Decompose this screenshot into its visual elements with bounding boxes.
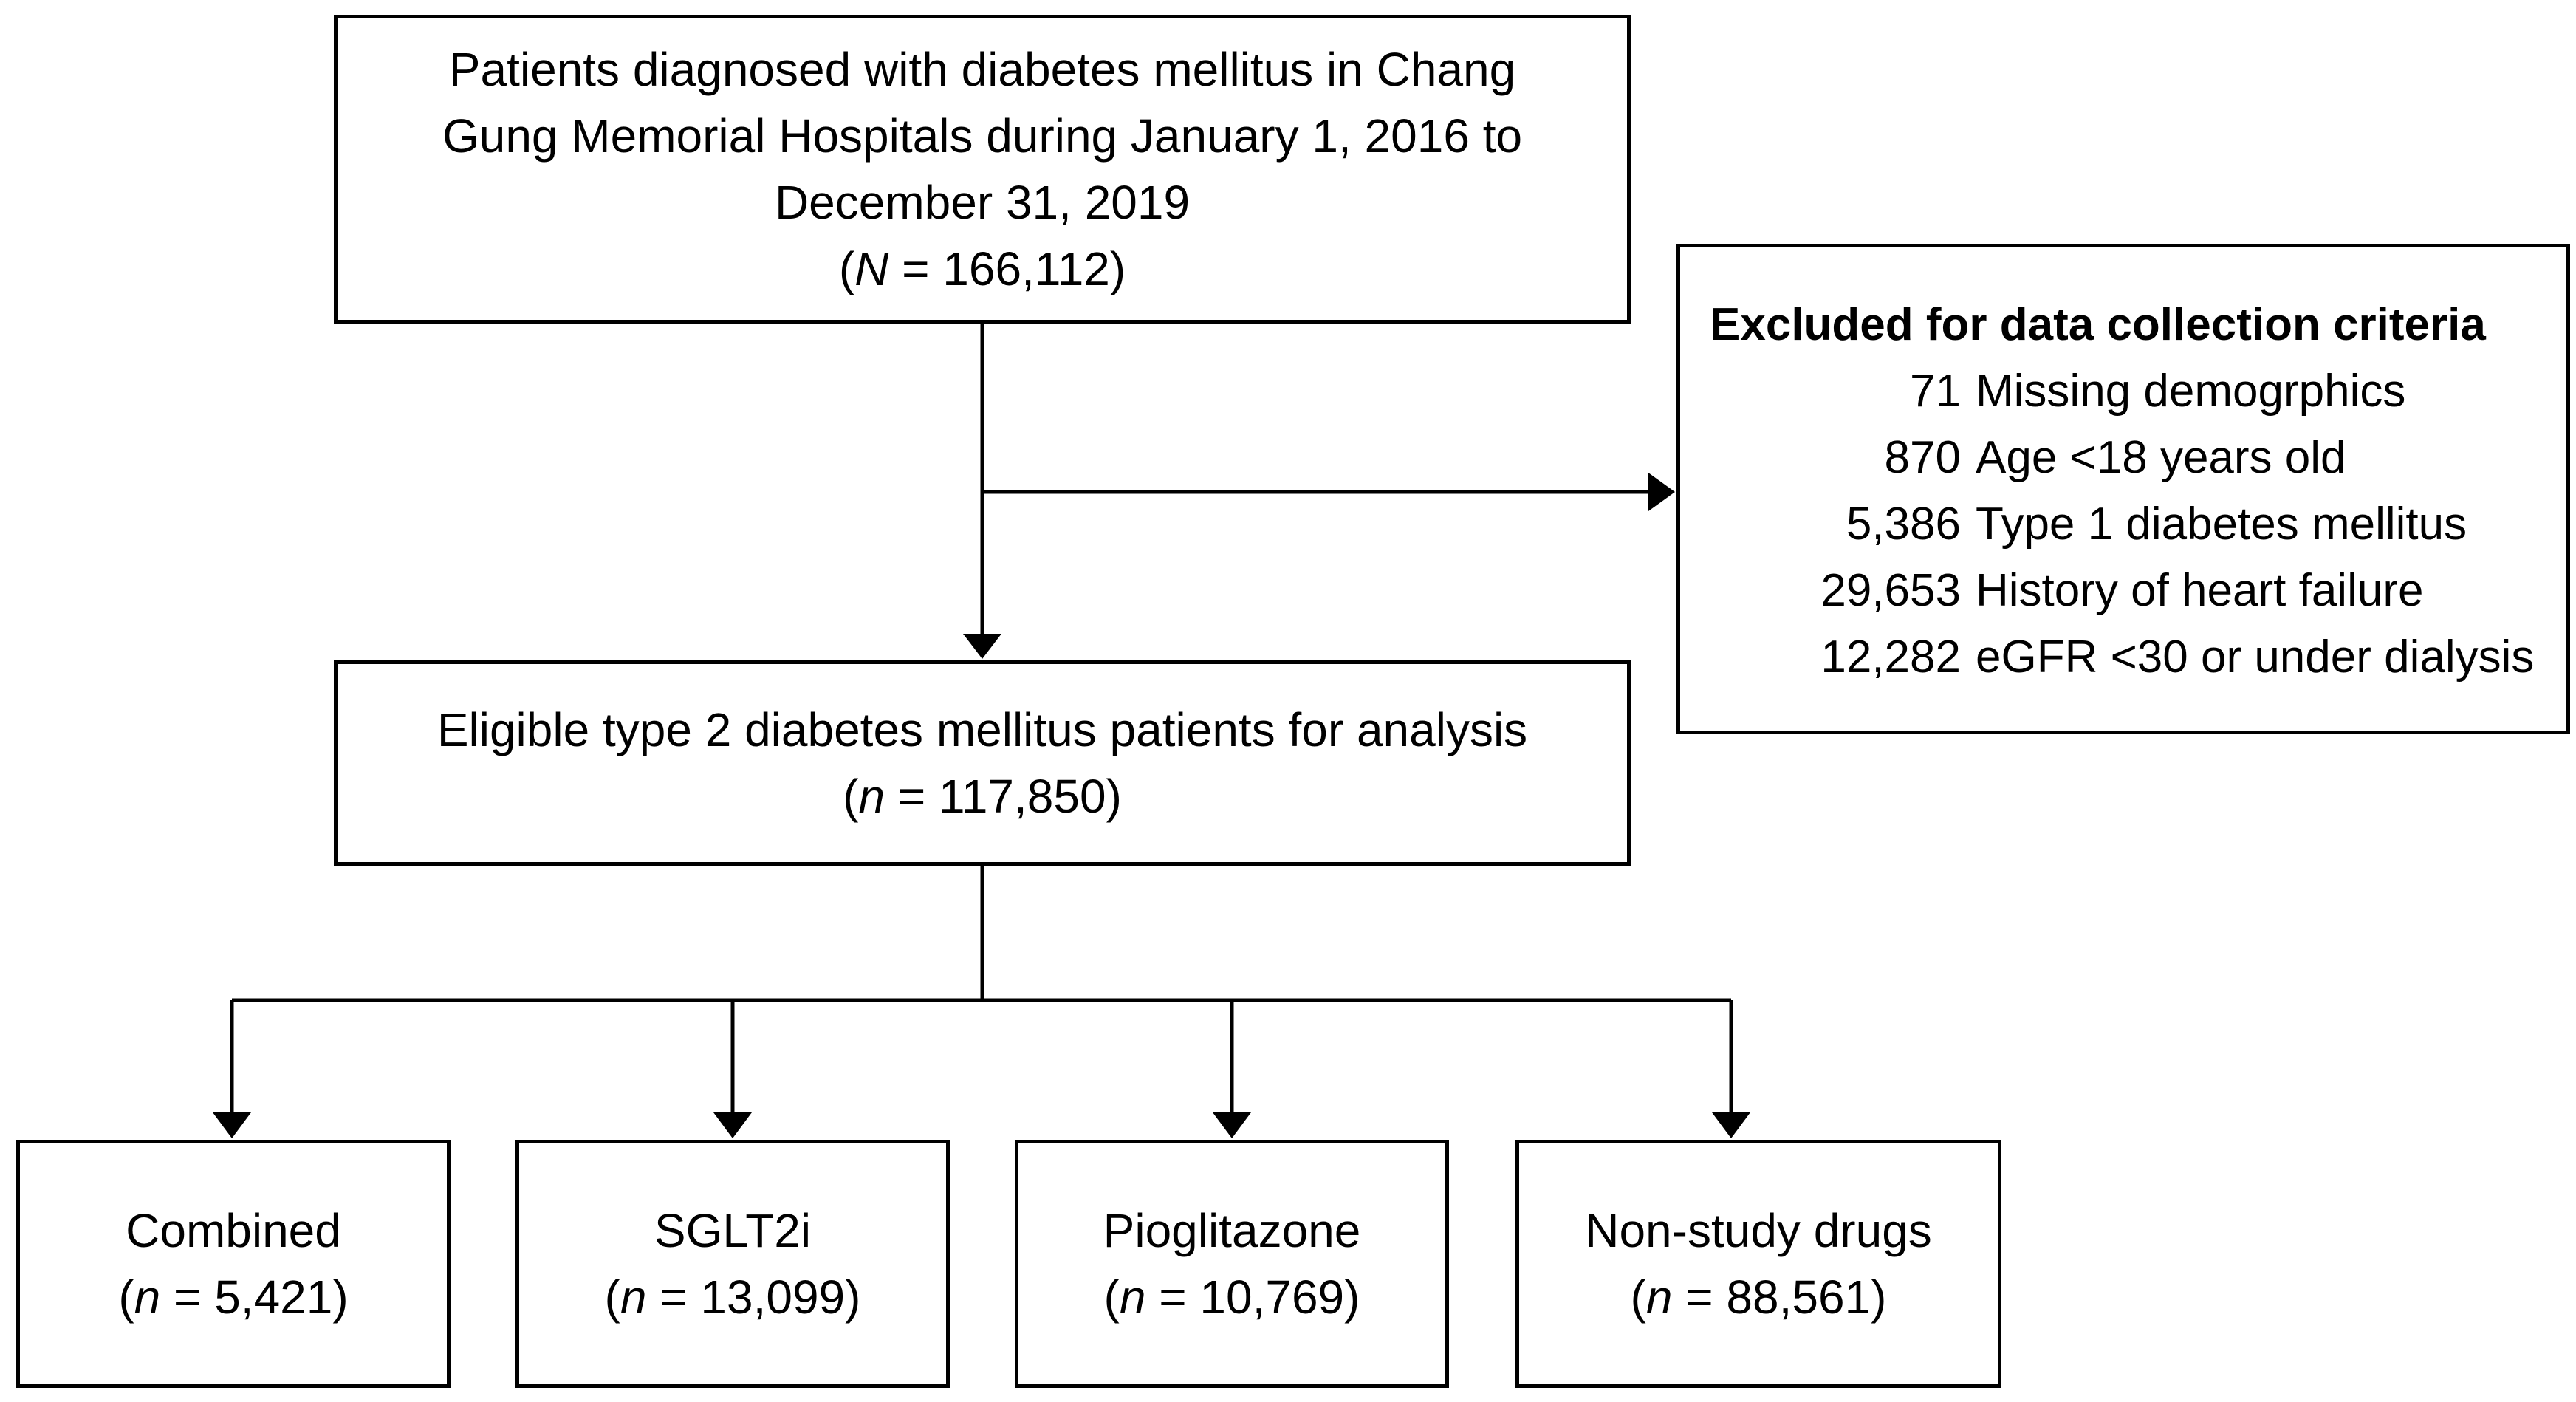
group-name: SGLT2i xyxy=(654,1204,812,1257)
eligible-count-value: = 117,850) xyxy=(885,770,1122,823)
group-name: Pioglitazone xyxy=(1103,1204,1361,1257)
eligible-line: Eligible type 2 diabetes mellitus patien… xyxy=(436,703,1528,756)
group-count-value: = 13,099) xyxy=(646,1271,861,1324)
arrowhead-exclusion xyxy=(1648,473,1675,511)
eligible-count: (n = 117,850) xyxy=(843,763,1122,830)
arrowhead-group-0 xyxy=(213,1112,251,1138)
source-population-box: Patients diagnosed with diabetes mellitu… xyxy=(334,15,1631,324)
exclusion-label: eGFR <30 or under dialysis xyxy=(1976,632,2535,683)
exclusion-count: 29,653 xyxy=(1820,565,1961,616)
exclusion-row: 29,653 History of heart failure xyxy=(1680,558,2566,624)
group-count-prefix: ( xyxy=(118,1271,134,1324)
group-count-prefix: ( xyxy=(1103,1271,1120,1324)
exclusion-title: Excluded for data collection criteria xyxy=(1710,299,2486,350)
source-line-2: Gung Memorial Hospitals during January 1… xyxy=(442,109,1523,163)
group-count-symbol: n xyxy=(620,1271,647,1324)
group-count-value: = 88,561) xyxy=(1672,1271,1887,1324)
group-count: (n = 5,421) xyxy=(118,1264,348,1330)
group-count: (n = 10,769) xyxy=(1104,1264,1360,1330)
arrowhead-group-2 xyxy=(1213,1112,1251,1138)
arrowhead-eligible xyxy=(963,634,1001,659)
arrowhead-group-1 xyxy=(713,1112,752,1138)
exclusion-count: 870 xyxy=(1884,432,1961,483)
exclusion-box: Excluded for data collection criteria 71… xyxy=(1676,244,2570,734)
exclusion-row: 12,282 eGFR <30 or under dialysis xyxy=(1680,624,2566,691)
group-count-prefix: ( xyxy=(1630,1271,1646,1324)
exclusion-label: History of heart failure xyxy=(1976,565,2424,616)
source-count-prefix: ( xyxy=(838,242,855,295)
exclusion-row: 5,386 Type 1 diabetes mellitus xyxy=(1680,491,2566,558)
group-count-symbol: n xyxy=(134,1271,161,1324)
group-box-pioglitazone: Pioglitazone (n = 10,769) xyxy=(1015,1140,1449,1388)
group-box-non-study-drugs: Non-study drugs (n = 88,561) xyxy=(1515,1140,2001,1388)
exclusion-label: Type 1 diabetes mellitus xyxy=(1976,499,2467,550)
group-name: Non-study drugs xyxy=(1585,1204,1932,1257)
eligible-count-symbol: n xyxy=(858,770,886,823)
exclusion-label: Missing demogrphics xyxy=(1976,366,2406,417)
source-line-3: December 31, 2019 xyxy=(774,176,1191,229)
exclusion-count: 71 xyxy=(1910,366,1961,417)
group-count-value: = 5,421) xyxy=(160,1271,349,1324)
source-count-symbol: N xyxy=(854,242,889,295)
group-name: Combined xyxy=(126,1204,341,1257)
source-count: (N = 166,112) xyxy=(839,236,1126,302)
group-count: (n = 13,099) xyxy=(605,1264,861,1330)
group-count: (n = 88,561) xyxy=(1631,1264,1887,1330)
eligible-population-box: Eligible type 2 diabetes mellitus patien… xyxy=(334,660,1631,866)
exclusion-count: 12,282 xyxy=(1820,632,1961,683)
arrowhead-group-3 xyxy=(1712,1112,1750,1138)
group-count-symbol: n xyxy=(1645,1271,1673,1324)
group-box-sglt2i: SGLT2i (n = 13,099) xyxy=(515,1140,950,1388)
group-box-combined: Combined (n = 5,421) xyxy=(16,1140,451,1388)
group-count-prefix: ( xyxy=(604,1271,620,1324)
source-count-value: = 166,112) xyxy=(888,242,1126,295)
exclusion-row: 870 Age <18 years old xyxy=(1680,425,2566,491)
exclusion-row: 71 Missing demogrphics xyxy=(1680,358,2566,425)
exclusion-label: Age <18 years old xyxy=(1976,432,2346,483)
source-line-1: Patients diagnosed with diabetes mellitu… xyxy=(448,43,1516,96)
eligible-count-prefix: ( xyxy=(843,770,859,823)
exclusion-count: 5,386 xyxy=(1846,499,1961,550)
group-count-value: = 10,769) xyxy=(1145,1271,1360,1324)
group-count-symbol: n xyxy=(1119,1271,1146,1324)
